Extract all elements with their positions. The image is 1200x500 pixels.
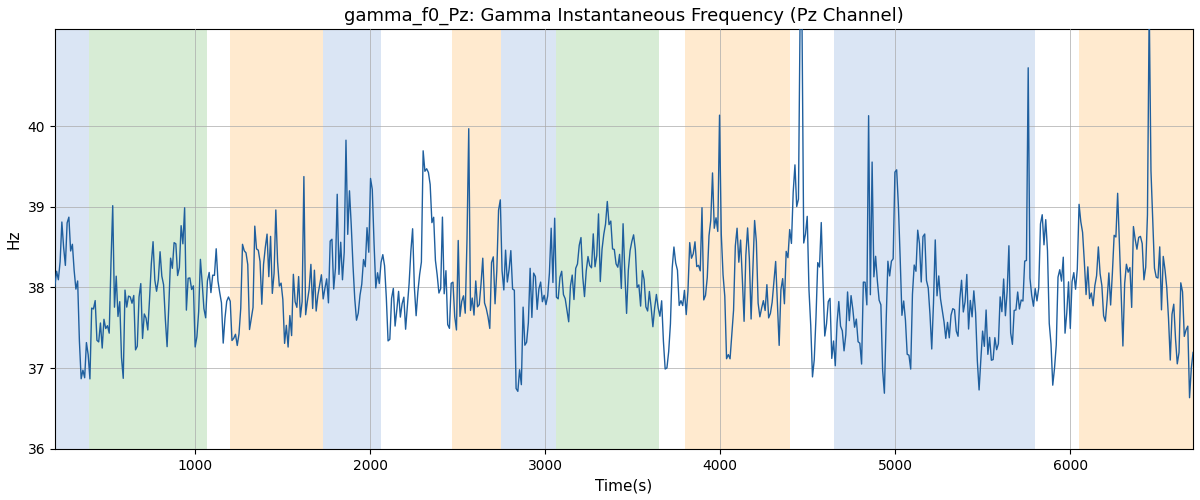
Bar bbox=[834, 30, 1036, 449]
Bar bbox=[556, 30, 659, 449]
Bar bbox=[55, 30, 89, 449]
Y-axis label: Hz: Hz bbox=[7, 230, 22, 249]
Bar bbox=[89, 30, 208, 449]
Bar bbox=[230, 30, 323, 449]
Title: gamma_f0_Pz: Gamma Instantaneous Frequency (Pz Channel): gamma_f0_Pz: Gamma Instantaneous Frequen… bbox=[344, 7, 904, 25]
Bar bbox=[1079, 30, 1193, 449]
Bar bbox=[323, 30, 380, 449]
Bar bbox=[452, 30, 502, 449]
Bar bbox=[502, 30, 556, 449]
Bar bbox=[685, 30, 791, 449]
X-axis label: Time(s): Time(s) bbox=[595, 478, 653, 493]
